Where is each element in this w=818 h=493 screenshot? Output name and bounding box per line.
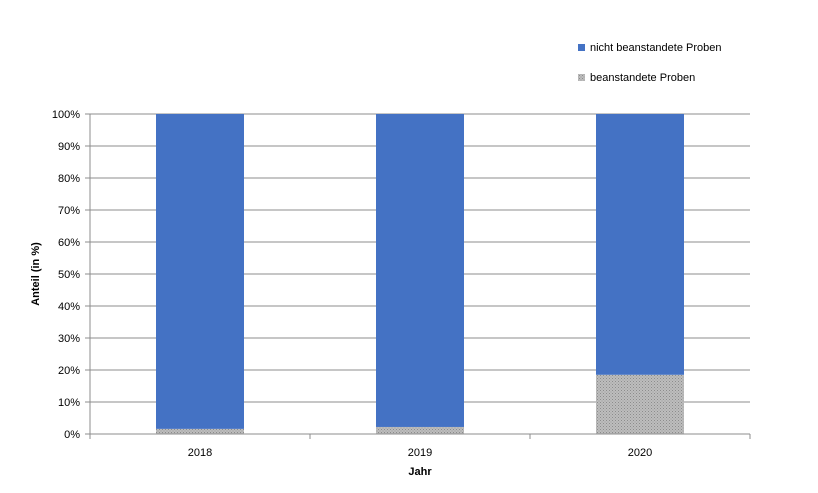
bar-nicht-beanstandete-proben-2018 [156, 114, 244, 429]
y-tick-label: 30% [58, 333, 80, 345]
y-tick-label: 0% [64, 429, 80, 441]
bar-nicht-beanstandete-proben-2019 [376, 114, 464, 427]
x-tick-label: 2018 [188, 447, 212, 459]
bar-beanstandete-proben-2019 [376, 426, 464, 434]
bar-beanstandete-proben-2018 [156, 428, 244, 434]
y-tick-label: 10% [58, 397, 80, 409]
bar-beanstandete-proben-2020 [596, 374, 684, 434]
y-tick-label: 40% [58, 301, 80, 313]
x-tick-label: 2020 [628, 447, 652, 459]
legend-label: beanstandete Proben [590, 72, 695, 84]
y-tick-label: 60% [58, 237, 80, 249]
legend: nicht beanstandete Proben beanstandete Pr… [578, 42, 722, 84]
bars [156, 114, 684, 434]
x-axis-title: Jahr [408, 466, 432, 478]
x-tick-label: 2019 [408, 447, 432, 459]
y-tick-label: 20% [58, 365, 80, 377]
x-tick-labels: 2018 2019 2020 [188, 447, 652, 459]
legend-label: nicht beanstandete Proben [590, 42, 722, 54]
bar-nicht-beanstandete-proben-2020 [596, 114, 684, 375]
y-tick-label: 80% [58, 173, 80, 185]
y-tick-label: 100% [52, 109, 80, 121]
y-tick-label: 50% [58, 269, 80, 281]
legend-swatch [578, 44, 585, 51]
legend-swatch [578, 74, 585, 81]
y-axis-title: Anteil (in %) [30, 242, 42, 306]
y-tick-label: 90% [58, 141, 80, 153]
axes [89, 114, 751, 439]
y-tick-label: 70% [58, 205, 80, 217]
y-tick-labels: 0% 10% 20% 30% 40% 50% 60% 70% 80% 90% 100% [52, 109, 80, 441]
